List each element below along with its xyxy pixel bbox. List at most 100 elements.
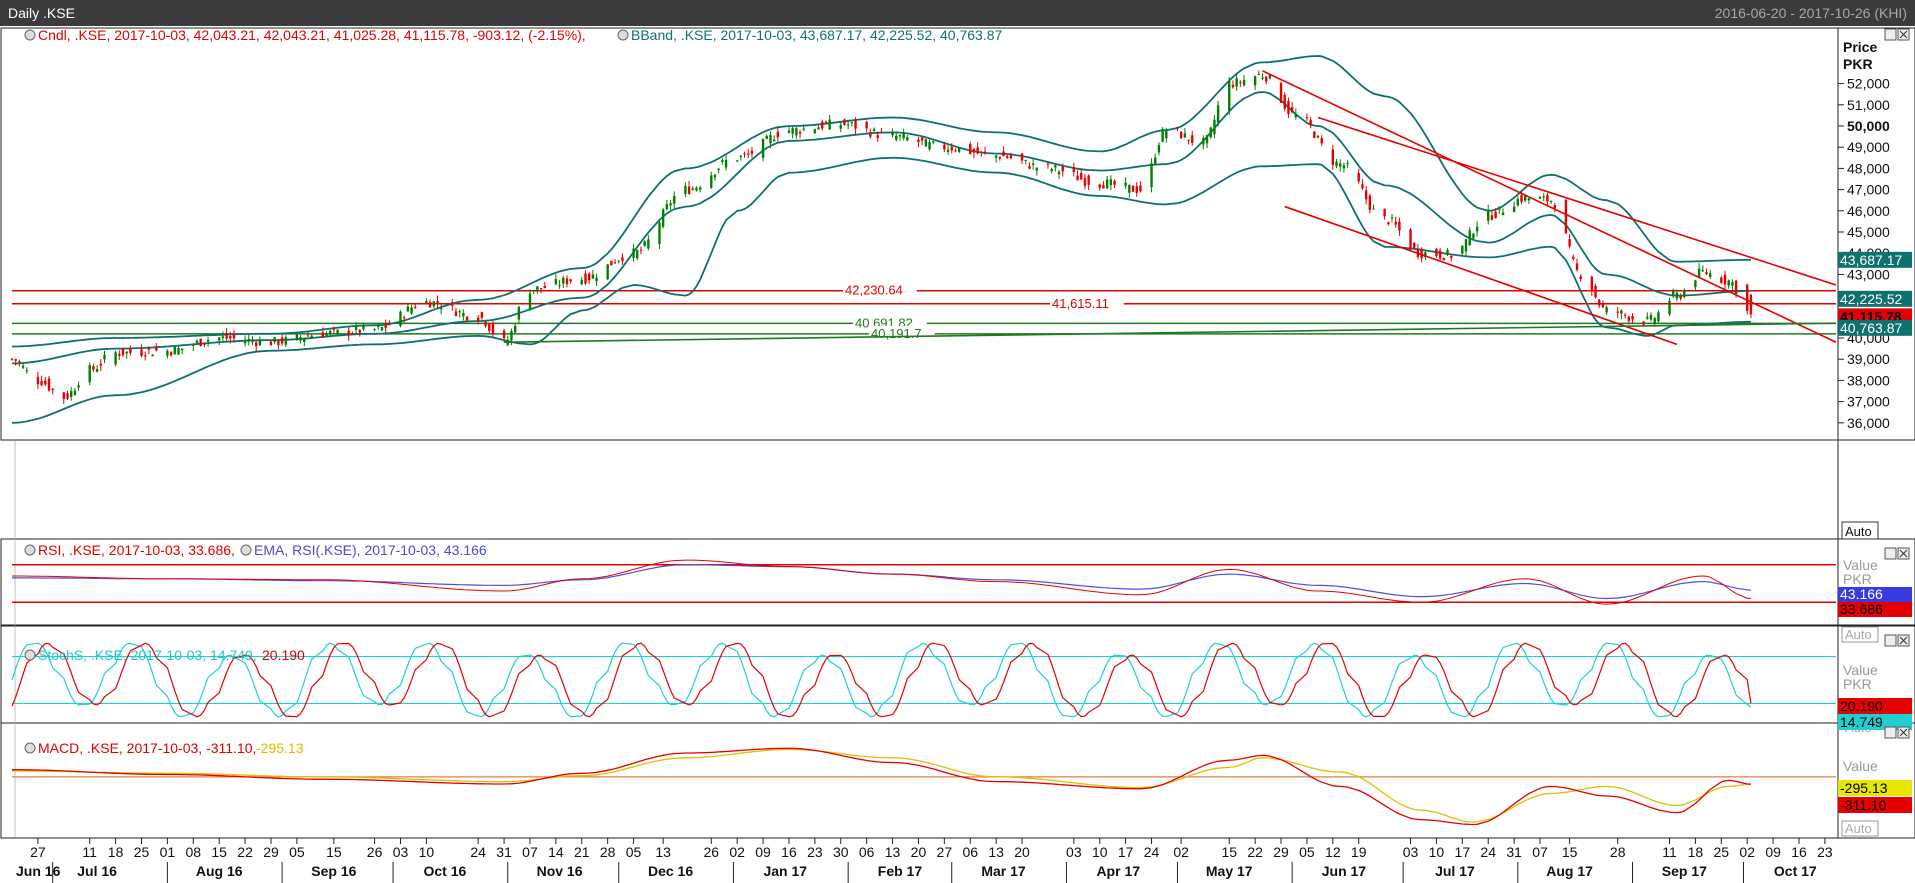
candle-body: [943, 144, 946, 150]
legend-rsi-icon[interactable]: [24, 544, 36, 556]
x-month-label: Apr 17: [1096, 863, 1140, 879]
panel-restore-icon[interactable]: [1884, 28, 1897, 41]
legend-bband-icon[interactable]: [617, 29, 629, 41]
rsi-badge: [1838, 602, 1912, 617]
candle-body: [254, 342, 258, 347]
trend-line[interactable]: [504, 322, 1837, 344]
candle-body: [1261, 77, 1264, 79]
candle-body: [1191, 135, 1194, 143]
rsi-line: [12, 559, 1751, 605]
candle-body: [173, 347, 176, 355]
x-tick-label: 18: [1688, 844, 1704, 860]
x-tick-label: 08: [186, 844, 202, 860]
stoch-lines: [11, 642, 1836, 718]
candle-body: [661, 209, 665, 227]
candle-body: [1105, 179, 1109, 189]
candle-body: [1202, 138, 1205, 145]
price-auto-button[interactable]: [1841, 521, 1879, 540]
candle-body: [1109, 179, 1113, 186]
candle-body: [1098, 184, 1101, 188]
candle-body: [698, 187, 702, 190]
candle-body: [1279, 83, 1283, 103]
macd-auto-button[interactable]: [1841, 820, 1879, 837]
macd-panel[interactable]: MACD, .KSE, 2017-10-03, -311.10, -295.13…: [12, 740, 1912, 837]
x-tick-label: 01: [160, 844, 176, 860]
candle-body: [1083, 178, 1087, 186]
candle-body: [1002, 151, 1005, 157]
trend-line[interactable]: [1262, 70, 1837, 343]
x-tick-label: 16: [781, 844, 797, 860]
candle-body: [1346, 162, 1349, 164]
candle-body: [983, 151, 987, 153]
x-tick-label: 07: [1532, 844, 1548, 860]
x-tick-label: 20: [1014, 844, 1030, 860]
ema-line: [12, 564, 1751, 600]
candle-body: [1209, 127, 1212, 138]
rsi-axis-value: Value: [1843, 557, 1878, 573]
macd-badge: [1838, 780, 1912, 796]
candle-body: [280, 337, 284, 344]
candle-body: [451, 302, 454, 306]
candle-body: [1390, 217, 1394, 219]
panel-restore-icon[interactable]: [1884, 634, 1897, 647]
candle-body: [247, 338, 250, 342]
candle-body: [180, 348, 184, 351]
legend-stoch-icon[interactable]: [24, 649, 36, 661]
candle-body: [1683, 290, 1686, 297]
candle-body: [1553, 205, 1557, 209]
legend-ema-icon[interactable]: [240, 544, 252, 556]
candle-body: [1668, 300, 1671, 315]
x-tick-label: 31: [496, 844, 512, 860]
candle-body: [384, 323, 387, 328]
candle-body: [591, 274, 595, 279]
candle-body: [898, 134, 902, 137]
trend-lines: [504, 70, 1837, 346]
candle-body: [232, 333, 236, 339]
candle-body: [406, 306, 410, 312]
stoch-badge: [1838, 714, 1912, 730]
x-tick-label: 10: [1092, 844, 1108, 860]
x-tick-label: 18: [108, 844, 124, 860]
signal-line: [12, 748, 1751, 823]
candle-body: [1165, 131, 1168, 139]
candle-body: [476, 317, 480, 322]
x-month-label: Jul 16: [77, 863, 117, 879]
legend-macd: MACD, .KSE, 2017-10-03, -311.10,: [38, 740, 256, 756]
candle-body: [1727, 280, 1730, 286]
rsi-auto-button[interactable]: [1841, 626, 1879, 643]
panel-controls: [1884, 28, 1910, 739]
candle-body: [1679, 296, 1682, 299]
panel-restore-icon[interactable]: [1884, 547, 1897, 560]
price-tick-label: 48,000: [1847, 160, 1890, 176]
candle-body: [1113, 180, 1116, 185]
candle-body: [1139, 185, 1142, 192]
x-tick-label: 17: [1118, 844, 1134, 860]
candle-body: [1501, 212, 1505, 216]
candle-body: [436, 300, 439, 305]
candle-body: [802, 128, 805, 130]
candle-body: [1701, 270, 1705, 272]
x-tick-label: 23: [807, 844, 823, 860]
rsi-panel[interactable]: RSI, .KSE, 2017-10-03, 33.686, EMA, RSI(…: [12, 542, 1912, 643]
panel-restore-icon[interactable]: [1884, 726, 1897, 739]
legend-cndl-icon[interactable]: [24, 29, 36, 41]
candle-body: [606, 264, 609, 280]
candle-body: [269, 341, 273, 346]
trend-line[interactable]: [1284, 205, 1678, 346]
candle-body: [1076, 175, 1079, 181]
candle-body: [976, 147, 979, 154]
trend-line[interactable]: [1317, 116, 1837, 286]
candle-body: [332, 328, 336, 330]
candle-body: [221, 336, 225, 339]
candle-body: [377, 325, 380, 327]
candle-body: [217, 337, 221, 341]
candle-body: [1616, 311, 1619, 313]
x-tick-label: 02: [1173, 844, 1189, 860]
stoch-panel[interactable]: StochS, .KSE, 2017-10-03, 14.749, 20.190…: [11, 642, 1912, 735]
candle-body: [303, 337, 306, 343]
x-tick-label: 22: [1247, 844, 1263, 860]
legend-macd-icon[interactable]: [24, 742, 36, 754]
candle-body: [1283, 94, 1286, 109]
